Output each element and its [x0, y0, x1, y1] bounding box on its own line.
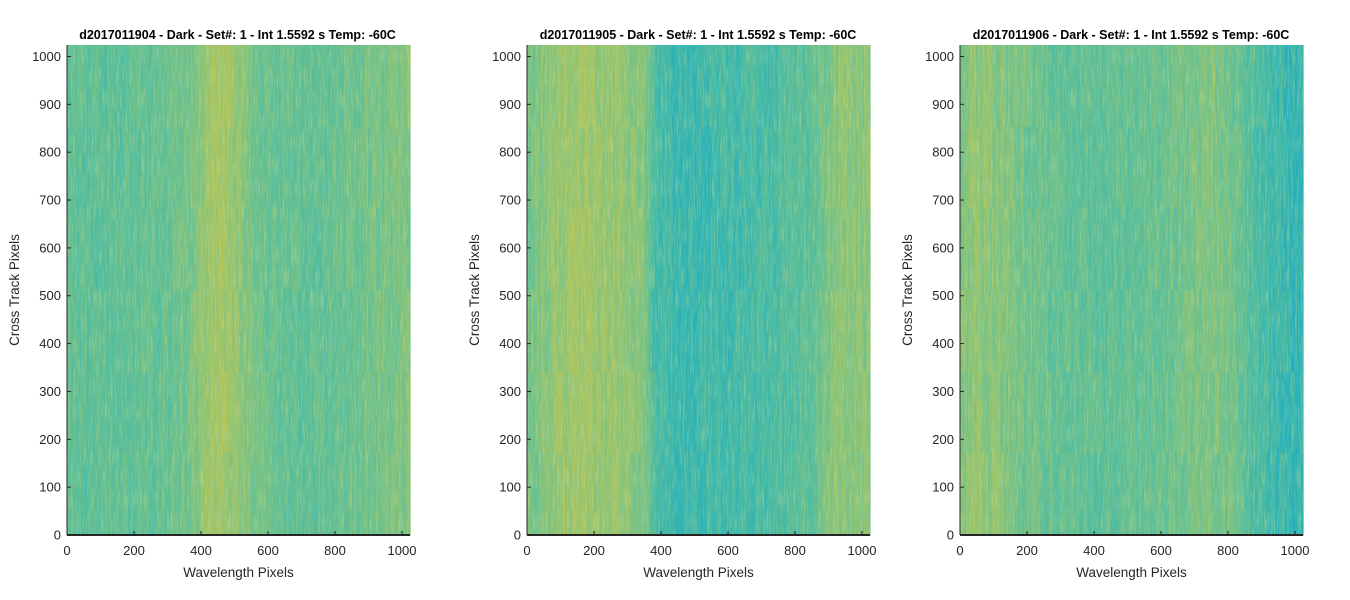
- y-tick-label: 100: [39, 480, 61, 495]
- y-tick-label: 100: [499, 480, 521, 495]
- y-tick-label: 700: [932, 193, 954, 208]
- chart-panel: d2017011906 - Dark - Set#: 1 - Int 1.559…: [900, 28, 1309, 580]
- x-tick-label: 200: [1016, 543, 1038, 558]
- x-axis-label: Wavelength Pixels: [1076, 565, 1187, 580]
- heatmap-area: 0 200 400 600 800 1000 0 100 200 300 400 500 600 700 8…: [925, 45, 1309, 558]
- x-tick-label: 400: [1083, 543, 1105, 558]
- x-tick-label: 0: [63, 543, 70, 558]
- y-tick-label: 800: [499, 145, 521, 160]
- x-axis-label: Wavelength Pixels: [643, 565, 754, 580]
- x-tick-label: 800: [324, 543, 346, 558]
- y-tick-label: 300: [39, 384, 61, 399]
- y-axis-label: Cross Track Pixels: [7, 234, 22, 346]
- y-tick-label: 100: [932, 480, 954, 495]
- heatmap-area: 0 200 400 600 800 1000 0 100 200 300 400 500 600 700 8…: [32, 45, 416, 558]
- x-tick-label: 1000: [848, 543, 877, 558]
- x-tick-label: 600: [717, 543, 739, 558]
- y-tick-label: 200: [39, 432, 61, 447]
- chart-title: d2017011906 - Dark - Set#: 1 - Int 1.559…: [973, 28, 1290, 42]
- y-tick-label: 600: [39, 240, 61, 255]
- heatmap-texture: [960, 45, 1303, 535]
- y-axis-label: Cross Track Pixels: [900, 234, 915, 346]
- y-tick-label: 200: [932, 432, 954, 447]
- y-tick-label: 1000: [32, 49, 61, 64]
- y-tick-label: 500: [932, 288, 954, 303]
- x-tick-label: 400: [190, 543, 212, 558]
- y-tick-label: 700: [39, 193, 61, 208]
- x-axis-label: Wavelength Pixels: [183, 565, 294, 580]
- chart-title: d2017011905 - Dark - Set#: 1 - Int 1.559…: [540, 28, 857, 42]
- x-tick-label: 200: [583, 543, 605, 558]
- x-tick-label: 1000: [388, 543, 417, 558]
- y-tick-label: 700: [499, 193, 521, 208]
- heatmap-area: 0 200 400 600 800 1000 0 100 200 300 400 500 600 700 8…: [492, 45, 876, 558]
- y-tick-label: 500: [499, 288, 521, 303]
- chart-panel: d2017011904 - Dark - Set#: 1 - Int 1.559…: [7, 28, 416, 580]
- chart-panel: d2017011905 - Dark - Set#: 1 - Int 1.559…: [467, 28, 876, 580]
- y-tick-label: 300: [499, 384, 521, 399]
- heatmap-texture: [67, 45, 410, 535]
- y-tick-label: 0: [947, 528, 954, 543]
- y-tick-label: 1000: [492, 49, 521, 64]
- y-tick-label: 1000: [925, 49, 954, 64]
- x-tick-label: 1000: [1281, 543, 1310, 558]
- y-tick-label: 800: [932, 145, 954, 160]
- x-tick-label: 400: [650, 543, 672, 558]
- y-tick-label: 800: [39, 145, 61, 160]
- y-tick-label: 900: [499, 97, 521, 112]
- x-tick-label: 600: [257, 543, 279, 558]
- y-tick-label: 500: [39, 288, 61, 303]
- y-axis-label: Cross Track Pixels: [467, 234, 482, 346]
- y-tick-label: 400: [499, 336, 521, 351]
- y-tick-label: 600: [932, 240, 954, 255]
- x-tick-label: 0: [523, 543, 530, 558]
- y-tick-label: 400: [932, 336, 954, 351]
- y-tick-label: 200: [499, 432, 521, 447]
- x-tick-label: 800: [784, 543, 806, 558]
- y-tick-label: 400: [39, 336, 61, 351]
- y-tick-label: 900: [39, 97, 61, 112]
- x-tick-label: 800: [1217, 543, 1239, 558]
- x-tick-label: 200: [123, 543, 145, 558]
- y-tick-label: 0: [514, 528, 521, 543]
- y-tick-label: 0: [54, 528, 61, 543]
- y-tick-label: 600: [499, 240, 521, 255]
- y-tick-label: 300: [932, 384, 954, 399]
- x-tick-label: 600: [1150, 543, 1172, 558]
- y-tick-label: 900: [932, 97, 954, 112]
- x-tick-label: 0: [956, 543, 963, 558]
- heatmap-texture: [527, 45, 870, 535]
- chart-title: d2017011904 - Dark - Set#: 1 - Int 1.559…: [79, 28, 396, 42]
